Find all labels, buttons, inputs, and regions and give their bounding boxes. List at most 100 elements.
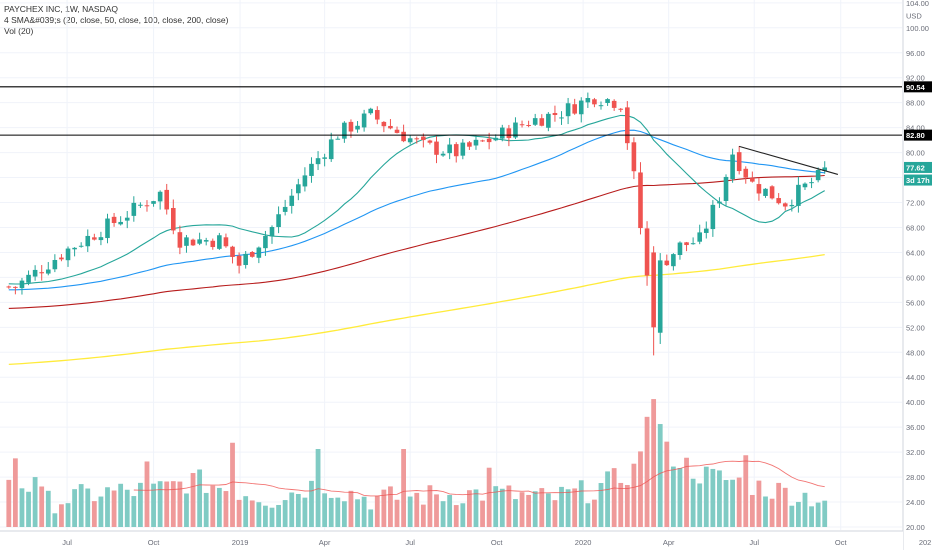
volume-bar xyxy=(618,482,624,527)
volume-bar xyxy=(407,496,413,527)
candle-body xyxy=(374,110,380,120)
candle-body xyxy=(282,206,288,212)
candle-body xyxy=(72,247,77,250)
candle-body xyxy=(473,139,479,146)
volume-bar xyxy=(664,441,670,527)
candle-body xyxy=(427,140,433,143)
indicator-label[interactable]: 4 SMA&#039;s (20, close, 50, close, 100,… xyxy=(4,15,229,25)
price-tick-label: 32.00 xyxy=(906,448,925,457)
price-tick-label: 48.00 xyxy=(906,348,925,357)
volume-bar xyxy=(190,473,196,527)
volume-bar xyxy=(552,500,558,527)
candle-body xyxy=(638,172,643,229)
volume-bar xyxy=(65,503,71,527)
volume-bar xyxy=(631,463,637,527)
volume-bar xyxy=(131,496,137,527)
candle-body xyxy=(671,254,676,267)
candle-body xyxy=(414,138,420,140)
candle-body xyxy=(453,144,459,157)
candle-body xyxy=(315,158,321,165)
volume-bar xyxy=(809,506,814,527)
candle-body xyxy=(684,242,689,246)
candle-body xyxy=(723,176,729,201)
volume-bar xyxy=(388,486,393,527)
candle-body xyxy=(263,235,268,249)
volume-bar xyxy=(736,477,742,527)
volume-bar xyxy=(499,488,505,527)
volume-bar xyxy=(230,442,235,527)
candle-body xyxy=(500,127,505,139)
price-tick-label: 80.00 xyxy=(906,149,925,158)
volume-bar xyxy=(532,491,538,527)
volume-bar xyxy=(210,485,216,527)
candle-body xyxy=(26,274,31,283)
volume-bar xyxy=(782,487,788,527)
volume-bar xyxy=(513,499,518,527)
candle-body xyxy=(39,272,44,274)
price-tick-label: 64.00 xyxy=(906,248,925,257)
candle-body xyxy=(13,286,18,288)
candle-body xyxy=(605,99,610,103)
candle-body xyxy=(217,235,222,249)
volume-bar xyxy=(657,424,663,527)
volume-bar xyxy=(124,489,130,527)
candle-body xyxy=(756,184,762,194)
candle-body xyxy=(309,163,314,176)
volume-bar xyxy=(414,492,420,527)
volume-bar xyxy=(52,513,58,527)
price-tick-label: 100.00 xyxy=(906,24,929,33)
price-label: 77.62 xyxy=(906,163,925,172)
candle-body xyxy=(559,117,564,119)
currency-label: USD xyxy=(906,11,922,20)
volume-bar xyxy=(644,416,650,527)
candle-body xyxy=(815,169,821,181)
candle-body xyxy=(348,121,354,132)
candle-body xyxy=(322,157,327,159)
candle-body xyxy=(789,204,795,207)
candle-body xyxy=(171,208,176,231)
volume-indicator-label[interactable]: Vol (20) xyxy=(4,26,34,36)
volume-bar xyxy=(26,491,31,527)
volume-bar xyxy=(526,494,532,527)
candle-body xyxy=(276,214,281,228)
candle-body xyxy=(394,129,400,133)
time-tick-label: 2021 xyxy=(919,538,932,547)
candle-body xyxy=(782,203,788,207)
price-tick-label: 104.00 xyxy=(906,0,929,8)
candle-body xyxy=(289,195,295,206)
candle-body xyxy=(625,107,630,144)
volume-bar xyxy=(651,399,657,527)
volume-bar xyxy=(453,505,459,527)
volume-bar xyxy=(374,495,380,527)
volume-bar xyxy=(420,504,426,527)
volume-bar xyxy=(776,482,782,527)
candle-body xyxy=(618,108,624,110)
candle-body xyxy=(269,227,275,237)
candle-body xyxy=(493,137,499,141)
candle-body xyxy=(52,259,58,270)
symbol-title[interactable]: PAYCHEX INC, 1W, NASDAQ xyxy=(4,4,118,14)
volume-bar xyxy=(12,458,18,527)
candle-body xyxy=(802,183,808,188)
volume-bar xyxy=(249,500,255,527)
volume-bar xyxy=(822,500,828,527)
price-tick-label: 56.00 xyxy=(906,298,925,307)
candle-body xyxy=(203,240,209,242)
time-tick-label: Apr xyxy=(319,538,331,547)
candle-body xyxy=(585,98,591,103)
candle-body xyxy=(763,188,768,196)
candle-body xyxy=(151,201,156,204)
candle-body xyxy=(32,269,38,277)
volume-bar xyxy=(98,496,104,527)
candle-body xyxy=(447,144,452,154)
sma-50-line xyxy=(8,129,825,291)
volume-bar xyxy=(717,470,722,527)
volume-bar xyxy=(322,493,328,527)
candle-body xyxy=(164,189,170,210)
candle-body xyxy=(302,175,308,187)
volume-bar xyxy=(710,468,716,527)
candle-body xyxy=(197,239,202,244)
price-tick-label: 44.00 xyxy=(906,373,925,382)
volume-bar xyxy=(216,487,222,527)
